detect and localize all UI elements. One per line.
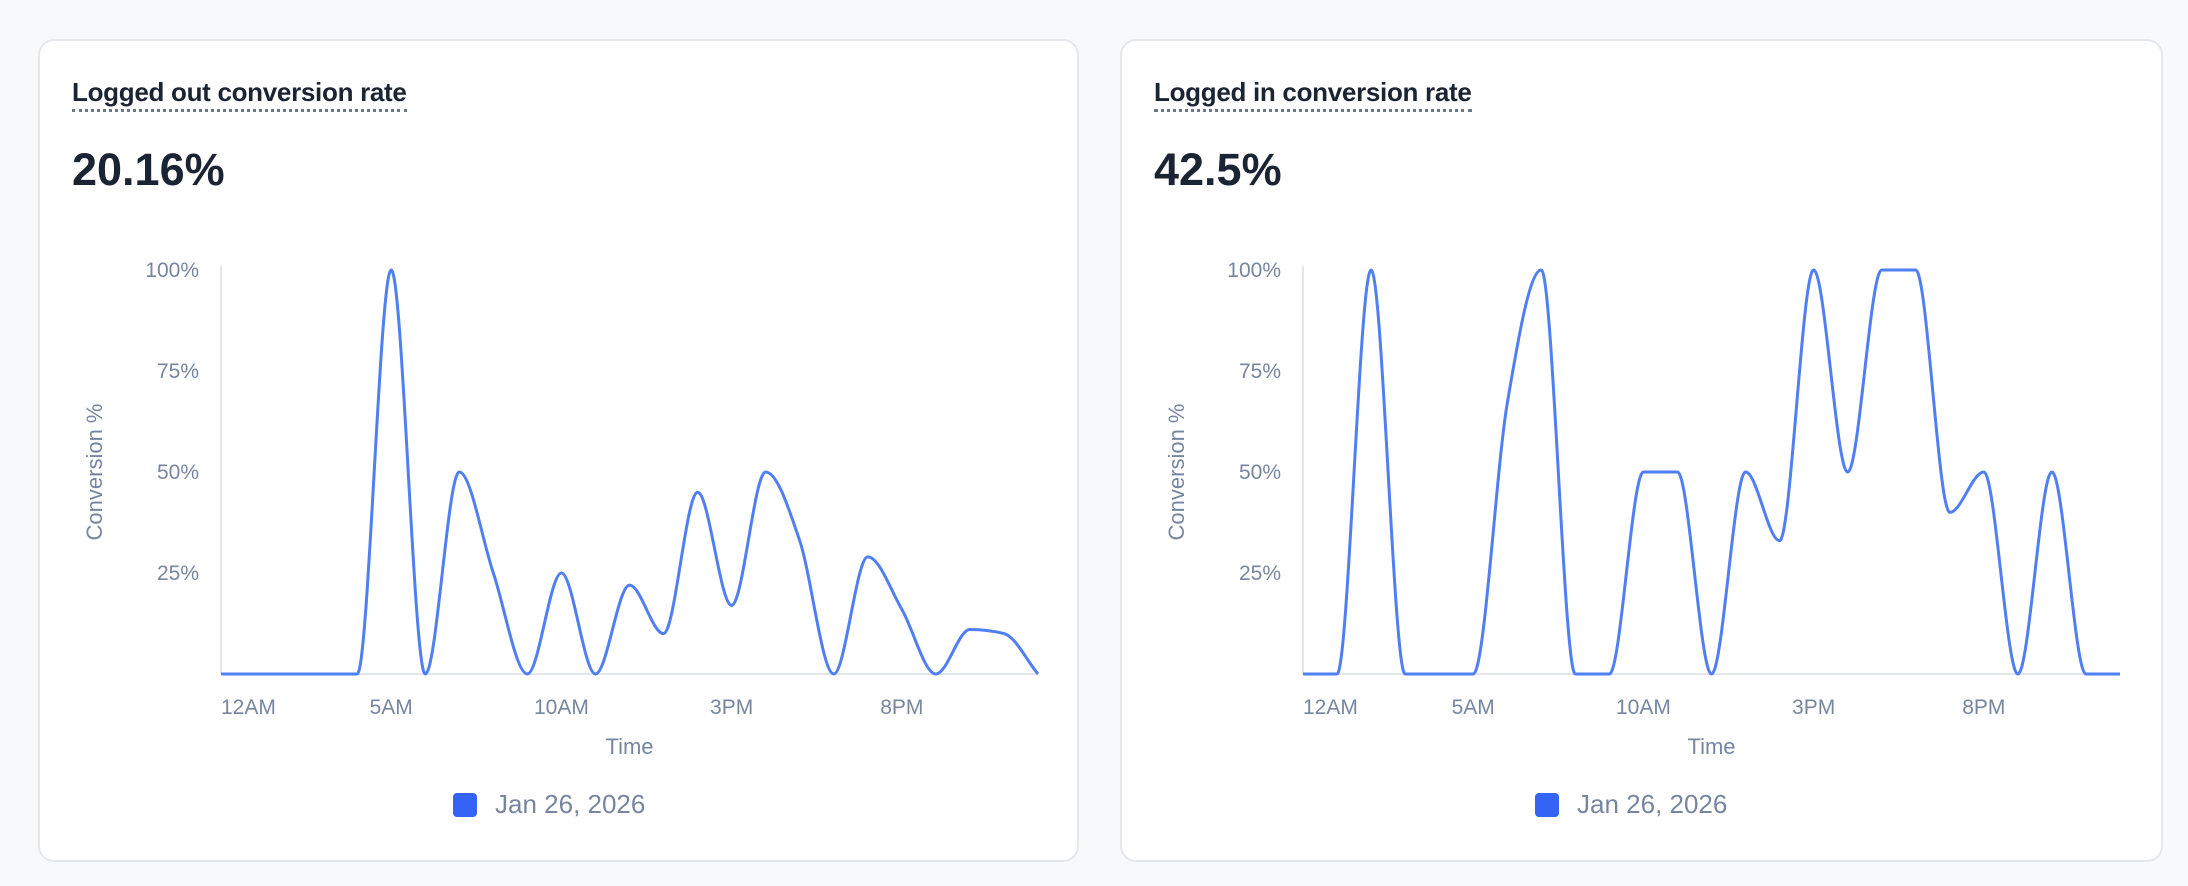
- line-chart: 25% 50% 75% 100% 12AM 5AM 10AM 3PM 8PM Time Conver…: [1164, 259, 2126, 759]
- x-axis-title: Time: [1687, 734, 1735, 759]
- y-tick-label: 25%: [1239, 562, 1281, 585]
- data-point[interactable]: [1808, 264, 1820, 276]
- data-point[interactable]: [760, 466, 772, 478]
- y-tick-label: 50%: [157, 461, 199, 484]
- y-tick-label: 25%: [157, 562, 199, 585]
- data-point[interactable]: [794, 535, 806, 547]
- card-title[interactable]: Logged out conversion rate: [72, 77, 407, 112]
- data-point[interactable]: [1331, 668, 1343, 680]
- x-tick-label: 3PM: [1792, 696, 1835, 719]
- data-point[interactable]: [1467, 668, 1479, 680]
- data-point[interactable]: [521, 668, 533, 680]
- y-axis-title: Conversion %: [82, 404, 107, 541]
- y-axis-title: Conversion %: [1164, 404, 1189, 541]
- data-point[interactable]: [283, 668, 295, 680]
- data-point[interactable]: [1910, 264, 1922, 276]
- data-point[interactable]: [692, 486, 704, 498]
- data-point[interactable]: [930, 668, 942, 680]
- x-tick-label: 12AM: [1303, 696, 1358, 719]
- y-tick-label: 100%: [145, 259, 199, 282]
- data-point[interactable]: [2080, 668, 2092, 680]
- metric-value: 42.5%: [1154, 144, 1282, 195]
- data-point[interactable]: [1774, 535, 1786, 547]
- data-point[interactable]: [2012, 668, 2024, 680]
- data-point[interactable]: [589, 668, 601, 680]
- data-point[interactable]: [1365, 264, 1377, 276]
- data-point[interactable]: [1978, 466, 1990, 478]
- x-tick-label: 12AM: [221, 696, 276, 719]
- data-point[interactable]: [862, 551, 874, 563]
- legend[interactable]: Jan 26, 2026: [1535, 789, 1727, 820]
- data-point[interactable]: [1876, 264, 1888, 276]
- data-point[interactable]: [964, 624, 976, 636]
- data-point[interactable]: [555, 567, 567, 579]
- data-point[interactable]: [2046, 466, 2058, 478]
- data-point[interactable]: [658, 628, 670, 640]
- data-point[interactable]: [726, 599, 738, 611]
- series-line: [1303, 268, 2120, 676]
- data-point[interactable]: [1637, 466, 1649, 478]
- data-point[interactable]: [1706, 668, 1718, 680]
- data-point[interactable]: [1603, 668, 1615, 680]
- data-point[interactable]: [487, 567, 499, 579]
- data-point[interactable]: [1501, 397, 1513, 409]
- data-point[interactable]: [1842, 466, 1854, 478]
- legend-swatch: [1535, 792, 1559, 817]
- x-tick-label: 8PM: [880, 696, 923, 719]
- data-point[interactable]: [1032, 668, 1044, 680]
- data-point[interactable]: [1740, 466, 1752, 478]
- data-point[interactable]: [351, 668, 363, 680]
- data-point[interactable]: [1671, 466, 1683, 478]
- data-point[interactable]: [317, 668, 329, 680]
- metric-value: 20.16%: [72, 144, 225, 195]
- data-point[interactable]: [1297, 668, 1309, 680]
- series-line: [221, 268, 1040, 676]
- data-point[interactable]: [249, 668, 261, 680]
- data-point[interactable]: [453, 466, 465, 478]
- data-point[interactable]: [896, 603, 908, 615]
- data-point[interactable]: [828, 668, 840, 680]
- data-point[interactable]: [1569, 668, 1581, 680]
- data-point[interactable]: [419, 668, 431, 680]
- legend[interactable]: Jan 26, 2026: [453, 789, 645, 820]
- data-point[interactable]: [385, 264, 397, 276]
- card-title[interactable]: Logged in conversion rate: [1154, 77, 1472, 112]
- data-point[interactable]: [2114, 668, 2126, 680]
- x-tick-label: 5AM: [1452, 696, 1495, 719]
- data-point[interactable]: [998, 628, 1010, 640]
- legend-swatch: [453, 792, 477, 817]
- y-tick-label: 75%: [1239, 360, 1281, 383]
- data-point[interactable]: [1944, 506, 1956, 518]
- legend-label: Jan 26, 2026: [1577, 789, 1728, 819]
- x-axis-title: Time: [605, 734, 653, 759]
- x-tick-label: 3PM: [710, 696, 753, 719]
- y-tick-label: 100%: [1227, 259, 1281, 282]
- data-point[interactable]: [1433, 668, 1445, 680]
- x-tick-label: 8PM: [1962, 696, 2005, 719]
- data-point[interactable]: [1399, 668, 1411, 680]
- line-chart: 25% 50% 75% 100% 12AM 5AM 10AM 3PM 8PM Time Conver…: [82, 259, 1044, 759]
- x-tick-label: 10AM: [1616, 696, 1671, 719]
- logged-out-card: Logged out conversion rate 20.16% 25% 50%…: [38, 39, 1079, 862]
- x-tick-label: 10AM: [534, 696, 589, 719]
- legend-label: Jan 26, 2026: [495, 789, 646, 819]
- y-tick-label: 75%: [157, 360, 199, 383]
- data-point[interactable]: [215, 668, 227, 680]
- data-point[interactable]: [624, 579, 636, 591]
- data-point[interactable]: [1535, 264, 1547, 276]
- x-tick-label: 5AM: [370, 696, 413, 719]
- y-tick-label: 50%: [1239, 461, 1281, 484]
- logged-in-card: Logged in conversion rate 42.5% 25% 50% 75…: [1120, 39, 2163, 862]
